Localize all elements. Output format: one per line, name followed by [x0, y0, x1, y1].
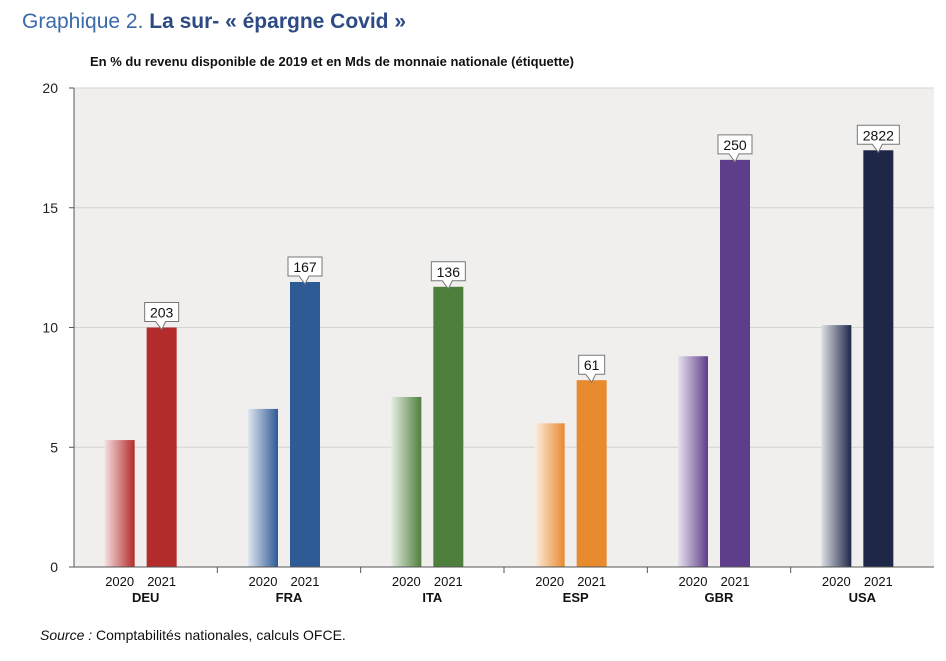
y-tick-label: 15: [42, 200, 58, 216]
x-tick-label-year: 2021: [577, 574, 606, 589]
x-category-label: ITA: [422, 590, 443, 605]
source-label: Source :: [40, 627, 93, 643]
data-label-box: [144, 302, 180, 331]
data-label-text: 167: [293, 259, 317, 275]
data-label-text: 250: [723, 137, 747, 153]
x-tick-label-year: 2020: [392, 574, 421, 589]
x-tick-label-year: 2020: [105, 574, 134, 589]
x-tick-label-year: 2020: [535, 574, 564, 589]
bar-usa-2021: [863, 150, 894, 567]
y-tick-label: 0: [50, 559, 58, 575]
data-label-box: [856, 124, 900, 154]
x-tick-label-year: 2020: [249, 574, 278, 589]
data-label-esp: 61: [578, 354, 606, 384]
y-tick-label: 5: [50, 439, 58, 455]
bar-gbr-2021: [720, 159, 750, 567]
figure-title-text: La sur- « épargne Covid »: [149, 10, 407, 33]
bar-fra-2021: [290, 281, 320, 567]
data-label-deu: 203: [144, 302, 180, 331]
data-label-text: 2822: [863, 127, 894, 143]
source-text: Comptabilités nationales, calculs OFCE.: [96, 627, 346, 643]
x-tick-label-year: 2020: [822, 574, 851, 589]
data-label-box: [717, 134, 753, 163]
y-tick-label: 10: [42, 320, 58, 336]
figure-number: Graphique 2.: [22, 10, 144, 33]
x-tick-label-year: 2021: [434, 574, 463, 589]
bar-ita-2021: [433, 286, 464, 567]
data-label-box: [287, 256, 323, 285]
x-category-label: ESP: [563, 590, 589, 605]
data-label-fra: 167: [287, 256, 323, 285]
data-label-text: 203: [150, 305, 174, 321]
bars: 203 167 136 61 250 2822: [104, 124, 900, 567]
x-category-label: USA: [849, 590, 877, 605]
data-label-usa: 2822: [856, 124, 900, 154]
bar-esp-2021: [576, 380, 607, 567]
x-category-label: GBR: [705, 590, 735, 605]
x-tick-label-year: 2021: [721, 574, 750, 589]
x-tick-label-year: 2021: [864, 574, 893, 589]
x-category-label: DEU: [132, 590, 159, 605]
data-label-gbr: 250: [717, 134, 753, 163]
x-tick-label-year: 2021: [147, 574, 176, 589]
data-label-box: [578, 354, 606, 384]
figure-title: Graphique 2. La sur- « épargne Covid »: [22, 10, 406, 34]
bar-gbr-2020: [678, 356, 708, 567]
bar-deu-2020: [104, 440, 135, 567]
data-label-text: 61: [584, 357, 600, 373]
y-axis: 0 5 10 15 20: [42, 80, 74, 575]
data-label-ita: 136: [430, 261, 466, 290]
source-note: Source : Comptabilités nationales, calcu…: [40, 627, 346, 643]
bar-fra-2020: [248, 408, 278, 567]
bar-usa-2020: [821, 325, 852, 567]
gridlines: [74, 87, 934, 448]
y-tick-label: 20: [42, 80, 58, 96]
x-tick-label-year: 2020: [679, 574, 708, 589]
bar-esp-2020: [534, 423, 565, 567]
chart-subtitle: En % du revenu disponible de 2019 et en …: [90, 54, 574, 69]
bar-ita-2020: [391, 396, 422, 567]
data-label-box: [430, 261, 466, 290]
x-category-label: FRA: [276, 590, 303, 605]
x-tick-label-year: 2021: [291, 574, 320, 589]
bar-deu-2021: [146, 327, 177, 567]
data-label-text: 136: [437, 264, 461, 280]
